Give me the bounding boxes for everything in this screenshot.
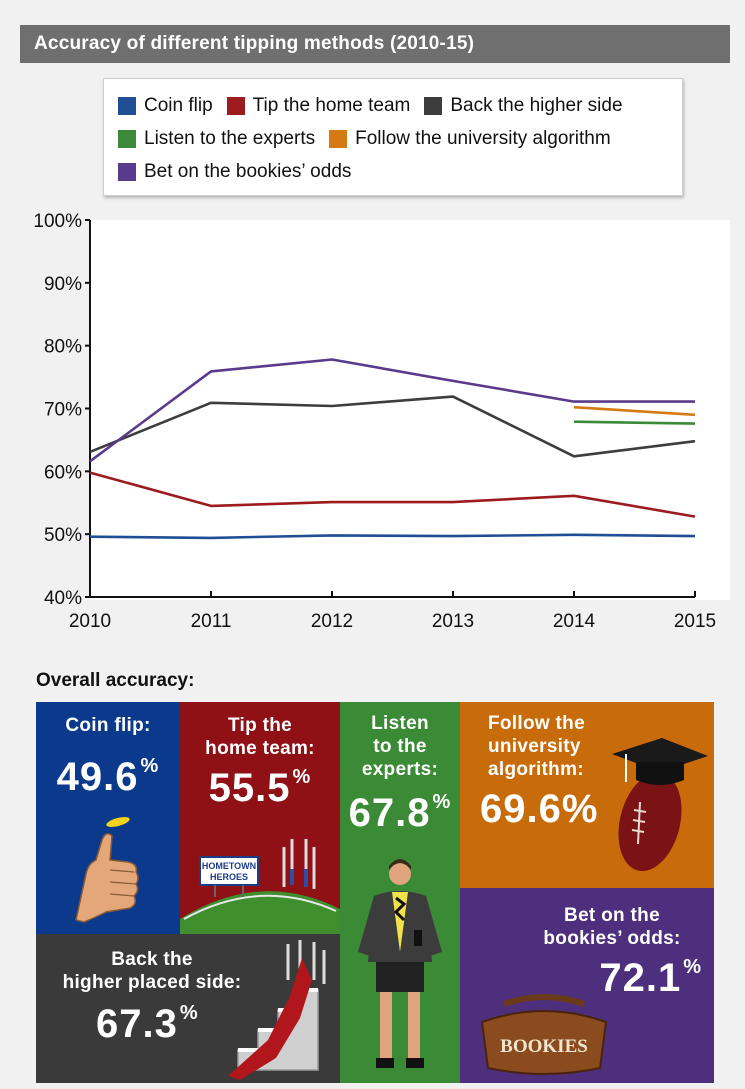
tile-higher-side: Back the higher placed side: 67.3% — [36, 934, 340, 1083]
tile-label: Back the higher placed side: — [52, 948, 252, 994]
legend-swatch — [329, 129, 348, 148]
y-tick-label: 90% — [44, 274, 82, 295]
x-tick-label: 2015 — [674, 611, 716, 632]
series-line-tip-the-home-team — [89, 471, 696, 518]
tile-label-line: university — [488, 736, 581, 757]
tile-value: 72.1% — [460, 956, 714, 1001]
series-line-follow-the-university-algorithm — [573, 405, 696, 417]
x-tick-label: 2010 — [69, 611, 111, 632]
value-number: 49.6 — [56, 755, 139, 799]
value-unit: % — [140, 755, 160, 777]
tile-value: 49.6% — [36, 755, 180, 800]
chart-header: Accuracy of different tipping methods (2… — [20, 25, 730, 63]
football-graduation-cap-icon — [612, 738, 708, 872]
value-unit: % — [179, 1002, 199, 1024]
tile-label-line: Back the — [111, 949, 193, 970]
bag-text: BOOKIES — [500, 1036, 588, 1057]
legend-label: Listen to the experts — [144, 127, 316, 149]
tile-label-line: Follow the — [488, 713, 585, 734]
y-tick-label: 70% — [44, 400, 82, 421]
tile-label-line: algorithm: — [488, 759, 584, 780]
commentator-icon — [358, 859, 442, 1068]
tile-label-line: to the — [373, 736, 427, 757]
x-tick-label: 2012 — [311, 611, 353, 632]
value-unit: % — [432, 791, 452, 813]
value-number: 67.8 — [348, 791, 431, 835]
tile-label-line: higher placed side: — [62, 972, 242, 993]
y-tick-label: 80% — [44, 337, 82, 358]
series-line-back-the-higher-side — [89, 395, 696, 458]
ladder-steps-icon — [228, 940, 326, 1080]
legend-swatch — [226, 96, 245, 115]
legend-label: Tip the home team — [252, 94, 411, 116]
legend-item-higher-side: Back the higher side — [424, 94, 623, 117]
value-number: 72.1 — [599, 956, 682, 1000]
x-tick-label: 2014 — [553, 611, 596, 632]
tile-algorithm: Follow the university algorithm: 69.6% — [460, 702, 714, 888]
tile-label-line: Listen — [371, 713, 429, 734]
tile-experts: Listen to the experts: 67.8% — [340, 702, 460, 1083]
tile-coin-flip: Coin flip: 49.6% — [36, 702, 180, 934]
value-number: 69.6% — [480, 787, 599, 831]
football-ground-icon: HOMETOWN HEROES — [180, 839, 340, 934]
thumbs-up-icon — [75, 817, 139, 923]
value-unit: % — [292, 766, 312, 788]
series-line-bet-on-the-bookies-odds — [89, 358, 695, 463]
line-chart: 40% 50% 60% 70% 80% 90% 100% 2010 2011 2012 2013 20… — [33, 211, 716, 632]
legend-swatch — [424, 96, 443, 115]
tile-label: Bet on the bookies’ odds: — [510, 904, 714, 950]
legend-row: Coin flip Tip the home team Back the hig… — [118, 89, 668, 122]
x-tick-label: 2013 — [432, 611, 474, 632]
legend-swatch — [118, 129, 136, 148]
overall-accuracy-title: Overall accuracy: — [36, 670, 195, 691]
chart-title: Accuracy of different tipping methods (2… — [34, 33, 475, 54]
tile-bookies: Bet on the bookies’ odds: 72.1% BOOKIES — [460, 888, 714, 1083]
y-tick-label: 40% — [44, 588, 82, 609]
value-number: 55.5 — [208, 766, 291, 810]
legend-item-coin-flip: Coin flip — [118, 95, 213, 117]
tile-label: Coin flip: — [65, 715, 151, 736]
sign-text: HEROES — [210, 872, 248, 882]
tile-label: Listen to the experts: — [340, 712, 460, 781]
series-line-listen-to-the-experts — [573, 420, 696, 425]
legend-swatch — [118, 162, 136, 181]
x-tick-label: 2011 — [191, 611, 232, 632]
bookies-bag-icon: BOOKIES — [480, 994, 608, 1075]
y-tick-label: 60% — [44, 462, 82, 483]
tile-value: 67.3% — [96, 1002, 340, 1047]
legend-label: Coin flip — [144, 94, 213, 116]
legend-row: Bet on the bookies’ odds — [118, 155, 668, 188]
tile-label-line: Tip the — [227, 715, 293, 736]
tile-label-line: home team: — [205, 738, 315, 759]
legend-label: Follow the university algorithm — [355, 127, 611, 149]
tile-label-line: experts: — [361, 759, 439, 780]
y-tick-label: 50% — [44, 525, 82, 546]
legend-label: Back the higher side — [450, 94, 623, 116]
legend-item-algorithm: Follow the university algorithm — [329, 128, 611, 150]
value-number: 67.3 — [96, 1002, 178, 1046]
legend-swatch — [118, 96, 136, 115]
legend-item-experts: Listen to the experts — [118, 128, 315, 150]
legend-label: Bet on the bookies’ odds — [144, 160, 352, 182]
tile-label: Follow the university algorithm: — [488, 712, 714, 781]
series-line-coin-flip — [89, 533, 696, 540]
tile-label-line: Bet on the — [564, 905, 660, 926]
tile-home-team: Tip the home team: 55.5% HOMETOWN HEROES — [180, 702, 340, 934]
tile-value: 67.8% — [340, 791, 460, 836]
value-unit: % — [683, 956, 702, 978]
tile-value: 69.6% — [480, 787, 714, 832]
legend-item-home-team: Tip the home team — [226, 94, 411, 117]
legend: Coin flip Tip the home team Back the hig… — [103, 78, 683, 196]
tile-value: 55.5% — [180, 766, 340, 811]
legend-row: Listen to the experts Follow the univers… — [118, 122, 668, 155]
tile-label: Tip the home team: — [180, 714, 340, 760]
sign-text: HOMETOWN — [202, 861, 256, 871]
legend-item-bookies: Bet on the bookies’ odds — [118, 161, 351, 183]
y-tick-label: 100% — [33, 211, 82, 232]
tile-label-line: bookies’ odds: — [543, 928, 681, 949]
